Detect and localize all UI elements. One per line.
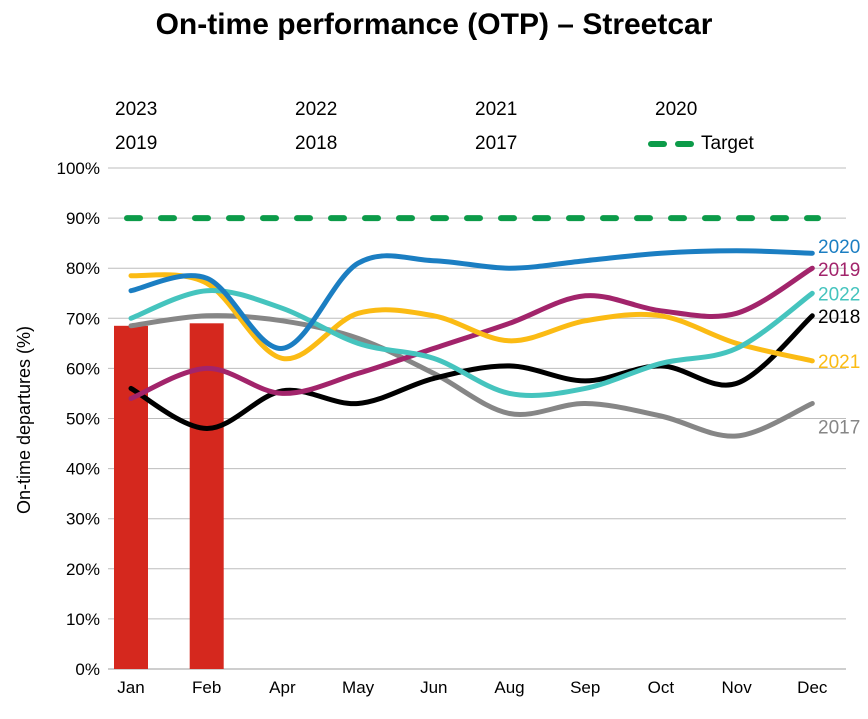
series-line-2021 <box>128 272 815 364</box>
y-tick-label-40: 40% <box>66 460 100 479</box>
x-tick-label-Oct: Oct <box>648 678 675 697</box>
bar-2023-feb <box>189 323 224 669</box>
legend-label-target: Target <box>701 133 754 154</box>
legend-label-2019: 2019 <box>115 133 158 154</box>
x-tick-label-Apr: Apr <box>269 678 296 697</box>
chart-title: On-time performance (OTP) – Streetcar <box>155 8 713 41</box>
y-tick-label-90: 90% <box>66 209 100 228</box>
series-line-2020 <box>128 248 815 351</box>
bar-2023-jan <box>114 325 148 669</box>
series-line-2017 <box>128 313 815 439</box>
x-tick-label-Sep: Sep <box>570 678 600 697</box>
legend-label-2020: 2020 <box>655 99 698 120</box>
y-tick-label-60: 60% <box>66 359 100 378</box>
legend-label-2017: 2017 <box>475 133 518 154</box>
x-tick-label-Jun: Jun <box>420 678 447 697</box>
y-tick-label-20: 20% <box>66 560 100 579</box>
series-end-label-2022: 2022 <box>818 284 860 305</box>
x-tick-label-Dec: Dec <box>797 678 828 697</box>
y-axis-title: On-time departures (%) <box>14 326 34 514</box>
legend-item-2017: 2017 <box>468 132 517 156</box>
legend-item-2019: 2019 <box>108 132 157 156</box>
y-tick-label-50: 50% <box>66 410 100 429</box>
x-tick-label-Aug: Aug <box>494 678 524 697</box>
legend-item-2023: 2023 <box>108 98 157 122</box>
x-tick-label-Nov: Nov <box>721 678 752 697</box>
y-tick-label-70: 70% <box>66 309 100 328</box>
series-line-2019 <box>128 265 815 401</box>
series-line-2022 <box>128 288 815 398</box>
legend-label-2023: 2023 <box>115 99 158 120</box>
legend-item-2018: 2018 <box>288 132 337 156</box>
series-end-label-2018: 2018 <box>818 307 860 328</box>
legend-item-2020: 2020 <box>648 98 697 122</box>
y-tick-label-100: 100% <box>57 159 100 178</box>
legend-label-2018: 2018 <box>295 133 338 154</box>
legend-item-2022: 2022 <box>288 98 337 122</box>
legend-label-2022: 2022 <box>295 99 338 120</box>
y-tick-label-10: 10% <box>66 610 100 629</box>
series-end-label-2020: 2020 <box>818 237 860 258</box>
series-end-label-2017: 2017 <box>818 418 860 439</box>
x-tick-label-Feb: Feb <box>192 678 221 697</box>
y-tick-label-0: 0% <box>75 660 100 679</box>
legend-label-2021: 2021 <box>475 99 518 120</box>
legend: 2023 2022 2021 2020 2019 2018 2017 Target <box>0 98 868 170</box>
x-tick-label-May: May <box>342 678 375 697</box>
series-end-label-2021: 2021 <box>818 352 860 373</box>
legend-item-target: Target <box>648 132 754 156</box>
y-tick-label-80: 80% <box>66 259 100 278</box>
series-end-label-2019: 2019 <box>818 260 860 281</box>
legend-item-2021: 2021 <box>468 98 517 122</box>
x-tick-label-Jan: Jan <box>117 678 144 697</box>
y-tick-label-30: 30% <box>66 510 100 529</box>
series-line-2018 <box>128 313 815 432</box>
legend-swatch-target <box>648 141 694 147</box>
